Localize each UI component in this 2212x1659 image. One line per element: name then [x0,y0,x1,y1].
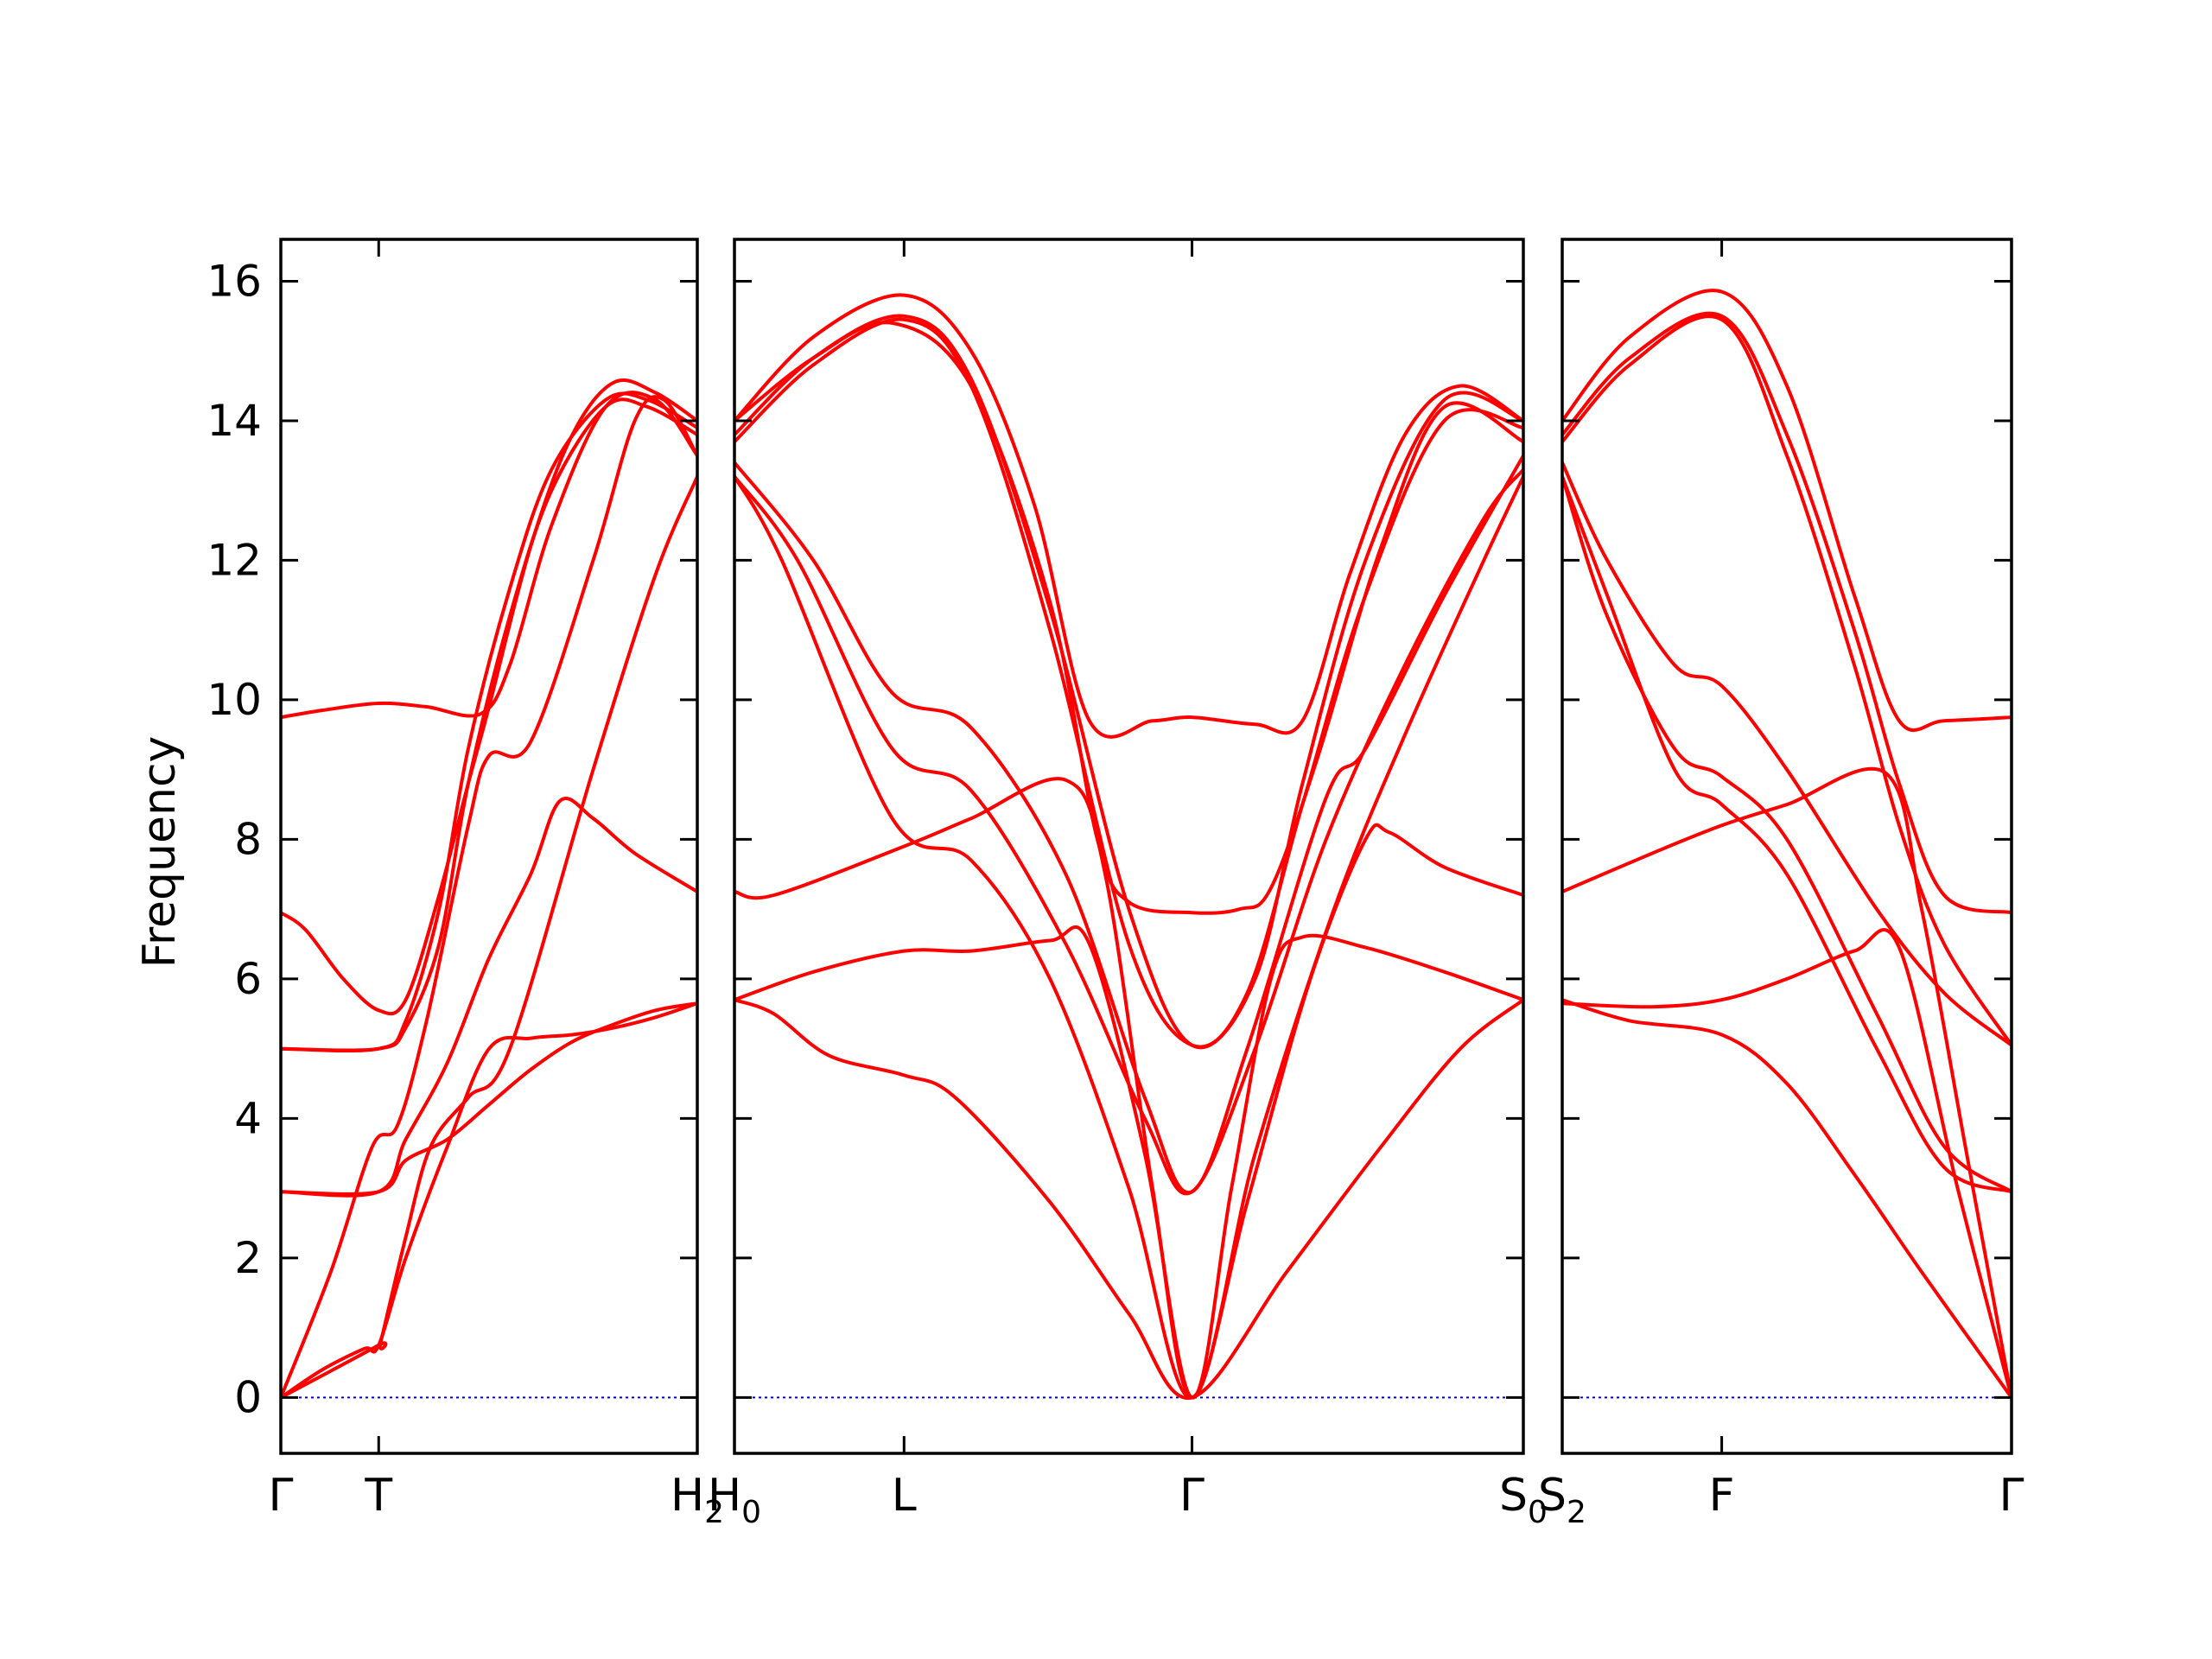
y-tick-label: 14 [207,396,262,446]
band-line-8 [281,378,697,1016]
panel-frame [279,238,699,1455]
x-tick-label: Γ [1999,1470,2024,1522]
band-line-2 [734,925,1523,1400]
x-tick-label: Γ [1179,1470,1205,1522]
x-tick-label: L [892,1470,917,1522]
band-line-7 [734,317,1523,1049]
bands [1562,289,2012,1400]
band-line-2 [1562,928,2012,1400]
band-line-4 [1562,474,2012,1194]
band-line-6 [1562,461,2012,1047]
panel-3: S2 F Γ [1538,238,2024,1530]
x-tick-subscript: 0 [741,1495,761,1530]
band-line-1 [1562,998,2012,1400]
band-line-9 [281,391,697,720]
band-line-6 [734,454,1523,1195]
panel-2: H0 L Γ S0 [708,238,1548,1530]
band-line-9 [734,293,1523,739]
x-tick-label: T [364,1470,392,1522]
y-tick-label: 2 [234,1233,262,1283]
band-line-10 [734,321,1523,915]
band-line-1 [281,474,697,1400]
band-line-7 [281,391,697,1053]
band-line-6 [281,397,697,1052]
x-tick-label: F [1709,1470,1735,1522]
y-tick-label: 12 [207,535,262,585]
band-line-8 [734,314,1523,1050]
y-tick-label: 10 [207,675,262,725]
band-line-4 [281,1001,697,1196]
bands [281,378,697,1400]
x-tick-label: H0 [708,1470,761,1530]
band-line-4 [734,474,1523,1400]
y-tick-label: 8 [234,814,262,864]
x-tick-subscript: 0 [1528,1495,1548,1530]
band-line-5 [281,797,697,1198]
panel-frame [1560,238,2013,1455]
band-line-2 [281,1001,697,1400]
band-line-1 [734,998,1523,1400]
x-tick-label: S2 [1538,1470,1586,1530]
x-tick-label: Γ [269,1470,294,1522]
band-line-9 [1562,289,2012,733]
y-tick-label: 16 [207,256,262,306]
bands [734,293,1523,1400]
band-line-7 [1562,315,2012,1047]
band-line-3 [281,395,697,1400]
band-line-5 [1562,474,2012,1194]
band-line-5 [734,467,1523,1196]
x-tick-subscript: 2 [1567,1495,1586,1530]
y-tick-label: 4 [234,1093,262,1143]
band-line-3 [734,777,1523,1400]
panel-frame [733,238,1525,1455]
y-tick-label: 6 [234,954,262,1004]
x-tick-subscript: 2 [704,1495,724,1530]
band-line-3 [1562,766,2012,1400]
band-line-8 [1562,311,2012,915]
y-tick-label: 0 [234,1372,262,1422]
y-axis-label: Frequency [134,736,186,969]
